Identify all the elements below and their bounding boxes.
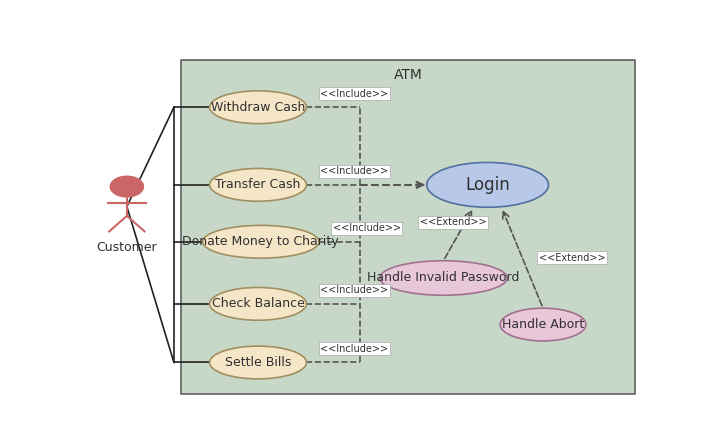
Text: <<Include>>: <<Include>> <box>321 285 388 295</box>
Ellipse shape <box>210 346 306 379</box>
Text: ATM: ATM <box>393 68 423 82</box>
Text: <<Extend>>: <<Extend>> <box>420 217 486 227</box>
Text: <<Include>>: <<Include>> <box>333 223 401 233</box>
Ellipse shape <box>210 168 306 201</box>
Text: <<Include>>: <<Include>> <box>321 166 388 176</box>
Ellipse shape <box>210 288 306 320</box>
Text: <<Extend>>: <<Extend>> <box>539 253 605 263</box>
Text: <<Include>>: <<Include>> <box>321 344 388 354</box>
FancyBboxPatch shape <box>181 60 635 393</box>
Text: Transfer Cash: Transfer Cash <box>216 178 301 191</box>
Text: Withdraw Cash: Withdraw Cash <box>211 101 305 114</box>
Ellipse shape <box>203 225 319 258</box>
Ellipse shape <box>500 308 586 341</box>
Text: Customer: Customer <box>96 241 157 254</box>
Circle shape <box>110 176 144 197</box>
Text: Handle Abort: Handle Abort <box>502 318 584 331</box>
Text: Donate Money to Charity: Donate Money to Charity <box>183 235 339 248</box>
Ellipse shape <box>210 91 306 124</box>
Ellipse shape <box>427 163 548 207</box>
Text: Settle Bills: Settle Bills <box>225 356 291 369</box>
Text: Login: Login <box>466 176 510 194</box>
Text: Handle Invalid Password: Handle Invalid Password <box>367 271 520 284</box>
Ellipse shape <box>380 261 507 295</box>
Text: Check Balance: Check Balance <box>211 297 304 310</box>
Text: <<Include>>: <<Include>> <box>321 89 388 99</box>
